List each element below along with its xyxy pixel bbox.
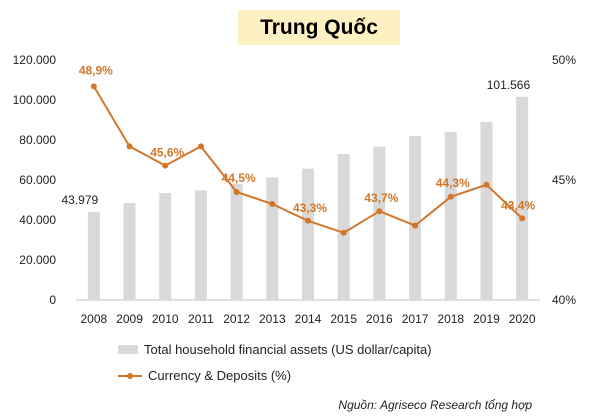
- y-right-tick-label: 45%: [552, 173, 576, 187]
- y-left-tick-label: 20.000: [19, 253, 56, 267]
- line-point: [483, 181, 490, 188]
- x-tick-label: 2017: [402, 312, 429, 326]
- y-right-tick-label: 50%: [552, 53, 576, 67]
- x-tick-label: 2019: [473, 312, 500, 326]
- legend-item-bar: Total household financial assets (US dol…: [118, 342, 432, 357]
- line-point: [233, 189, 240, 195]
- legend-line-swatch: [118, 370, 142, 382]
- y-right-tick-label: 40%: [552, 293, 576, 307]
- bar: [194, 190, 207, 300]
- line-point: [412, 222, 419, 229]
- line-point: [447, 193, 454, 200]
- legend-bar-swatch: [118, 345, 138, 354]
- bar: [444, 132, 457, 300]
- legend-bar-label: Total household financial assets (US dol…: [144, 342, 432, 357]
- bar: [159, 193, 172, 300]
- x-tick-label: 2013: [259, 312, 286, 326]
- x-tick-label: 2015: [330, 312, 357, 326]
- bar: [409, 136, 422, 300]
- combo-chart: 0 20.000 40.000 60.000 80.000 100.000 120.000 4…: [13, 53, 577, 326]
- x-tick-label: 2010: [152, 312, 179, 326]
- y-left-tick-label: 80.000: [19, 133, 56, 147]
- bar: [87, 212, 100, 300]
- source-note: Nguồn: Agriseco Research tổng hợp: [338, 398, 532, 412]
- bar: [480, 122, 493, 300]
- line-point: [376, 208, 383, 215]
- x-tick-label: 2014: [295, 312, 322, 326]
- line-data-label: 48,9%: [79, 63, 113, 77]
- x-tick-label: 2008: [80, 312, 107, 326]
- legend-item-line: Currency & Deposits (%): [118, 368, 291, 383]
- x-tick-label: 2016: [366, 312, 393, 326]
- line-point: [340, 229, 347, 236]
- x-tick-label: 2012: [223, 312, 250, 326]
- line-data-label: 43,7%: [364, 191, 398, 205]
- bar-data-label: 43.979: [61, 193, 98, 207]
- line-point: [126, 143, 133, 150]
- line-data-label: 45,6%: [150, 146, 184, 160]
- bar: [337, 154, 350, 300]
- legend-line-label: Currency & Deposits (%): [148, 368, 292, 383]
- x-tick-label: 2011: [188, 312, 214, 326]
- bar: [266, 177, 279, 300]
- x-tick-label: 2018: [437, 312, 464, 326]
- bar: [230, 184, 243, 300]
- line-data-label: 44,3%: [436, 176, 470, 190]
- y-left-tick-label: 120.000: [13, 53, 57, 67]
- y-left-tick-label: 100.000: [13, 93, 57, 107]
- bar: [373, 146, 386, 300]
- x-tick-label: 2009: [116, 312, 143, 326]
- chart-title: Trung Quốc: [260, 15, 378, 39]
- y-left-tick-label: 0: [49, 293, 56, 307]
- bar: [516, 96, 529, 300]
- bar-data-label: 101.566: [487, 78, 531, 92]
- line-point: [269, 201, 276, 207]
- line-data-label: 43,3%: [293, 201, 327, 215]
- chart-title-box: Trung Quốc: [238, 10, 400, 45]
- line-point: [305, 217, 311, 224]
- bar: [123, 203, 136, 300]
- line-point: [197, 143, 204, 150]
- y-left-tick-label: 40.000: [19, 213, 56, 227]
- line-data-label: 44,5%: [222, 171, 256, 185]
- line-point: [162, 162, 169, 169]
- line-data-label: 43,4%: [501, 198, 535, 212]
- y-left-tick-label: 60.000: [19, 173, 56, 187]
- line-point: [519, 215, 526, 222]
- bar: [302, 168, 314, 300]
- x-tick-label: 2020: [509, 312, 536, 326]
- line-point: [90, 83, 97, 90]
